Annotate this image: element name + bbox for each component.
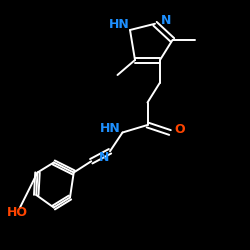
Text: N: N — [98, 151, 109, 164]
Text: HN: HN — [108, 18, 129, 32]
Text: HO: HO — [7, 206, 28, 218]
Text: N: N — [161, 14, 172, 26]
Text: HN: HN — [100, 122, 120, 134]
Text: O: O — [175, 123, 185, 136]
